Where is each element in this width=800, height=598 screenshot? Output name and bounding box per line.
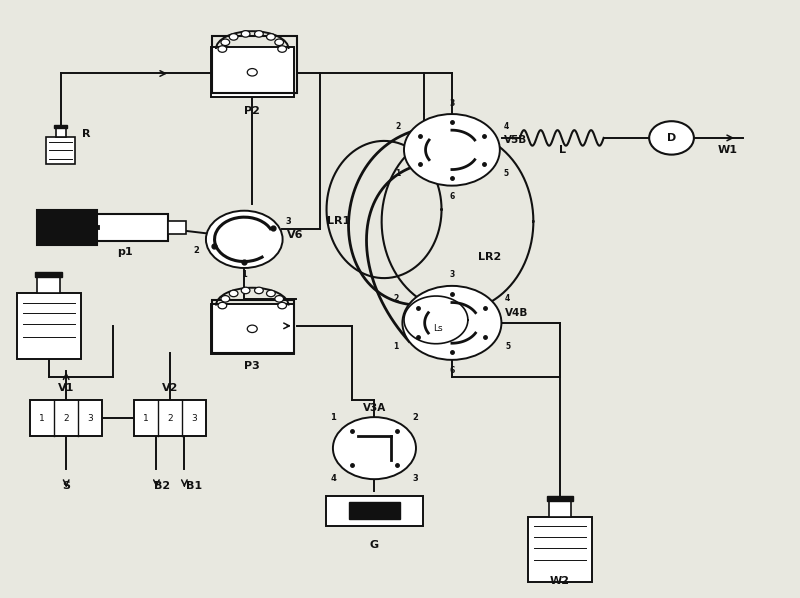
Circle shape — [247, 325, 258, 332]
Text: V4B: V4B — [506, 308, 529, 318]
Circle shape — [333, 417, 416, 479]
Text: 6: 6 — [450, 367, 454, 376]
Bar — [528, 517, 592, 582]
Text: 5: 5 — [505, 343, 510, 352]
Text: P3: P3 — [244, 361, 260, 371]
Text: 4: 4 — [330, 474, 336, 483]
Circle shape — [275, 39, 283, 45]
Bar — [56, 129, 66, 137]
Text: 3: 3 — [286, 217, 292, 226]
Text: V2: V2 — [162, 383, 178, 393]
Text: 3: 3 — [87, 414, 93, 423]
Bar — [38, 277, 60, 293]
Bar — [210, 304, 294, 353]
Bar — [549, 501, 571, 517]
Text: 4: 4 — [503, 122, 509, 131]
Text: 3: 3 — [450, 270, 454, 279]
Text: 1: 1 — [242, 270, 247, 279]
Bar — [30, 401, 102, 436]
Bar — [212, 300, 294, 353]
Text: S: S — [62, 481, 70, 491]
Bar — [349, 502, 400, 520]
Text: LR1: LR1 — [326, 216, 350, 227]
Text: 5: 5 — [503, 169, 509, 178]
Text: 1: 1 — [39, 414, 45, 423]
Text: B2: B2 — [154, 481, 170, 491]
Circle shape — [404, 114, 500, 185]
Text: V1: V1 — [58, 383, 74, 393]
Text: 3: 3 — [191, 414, 197, 423]
Text: p1: p1 — [117, 248, 132, 258]
Circle shape — [247, 69, 258, 76]
Text: V6: V6 — [286, 230, 303, 240]
Circle shape — [254, 287, 263, 294]
Text: 1: 1 — [330, 413, 336, 422]
Text: 2: 2 — [63, 414, 69, 423]
Circle shape — [275, 295, 283, 302]
Bar — [134, 401, 206, 436]
Text: 6: 6 — [450, 192, 454, 201]
Bar — [169, 221, 186, 234]
Circle shape — [221, 39, 230, 45]
Text: 2: 2 — [394, 294, 398, 303]
Circle shape — [230, 290, 238, 297]
Bar — [326, 496, 423, 526]
Text: 1: 1 — [395, 169, 401, 178]
Circle shape — [242, 287, 250, 294]
Text: V5B: V5B — [504, 135, 527, 145]
Circle shape — [254, 30, 263, 37]
Text: 2: 2 — [194, 246, 200, 255]
Circle shape — [221, 295, 230, 302]
Text: 1: 1 — [143, 414, 149, 423]
Bar — [210, 47, 294, 97]
Text: LR2: LR2 — [478, 252, 502, 262]
Circle shape — [218, 303, 226, 309]
Text: 3: 3 — [450, 99, 454, 108]
Bar — [17, 293, 81, 359]
Text: 2: 2 — [167, 414, 173, 423]
Text: W2: W2 — [550, 576, 570, 586]
Text: 4: 4 — [505, 294, 510, 303]
Bar — [546, 496, 573, 501]
Circle shape — [278, 46, 286, 52]
Text: 1: 1 — [394, 343, 398, 352]
Circle shape — [266, 33, 275, 40]
Text: 2: 2 — [395, 122, 401, 131]
Text: 2: 2 — [413, 413, 418, 422]
Circle shape — [206, 210, 282, 268]
Circle shape — [242, 30, 250, 37]
Circle shape — [402, 286, 502, 360]
Bar — [97, 214, 169, 240]
Text: D: D — [667, 133, 676, 143]
Circle shape — [649, 121, 694, 155]
Text: V3A: V3A — [363, 403, 386, 413]
Bar — [46, 137, 75, 164]
Text: G: G — [370, 541, 379, 550]
Circle shape — [266, 290, 275, 297]
Text: R: R — [82, 129, 90, 139]
Text: L: L — [558, 145, 566, 155]
Text: B1: B1 — [186, 481, 202, 491]
Bar — [54, 126, 67, 129]
Text: P2: P2 — [244, 106, 260, 116]
Bar — [37, 209, 97, 245]
Circle shape — [230, 33, 238, 40]
Bar — [212, 36, 297, 93]
Text: 3: 3 — [413, 474, 418, 483]
Text: Ls: Ls — [433, 324, 442, 332]
Circle shape — [278, 303, 286, 309]
Bar — [35, 272, 62, 277]
Circle shape — [218, 46, 226, 52]
Text: W1: W1 — [718, 145, 738, 155]
